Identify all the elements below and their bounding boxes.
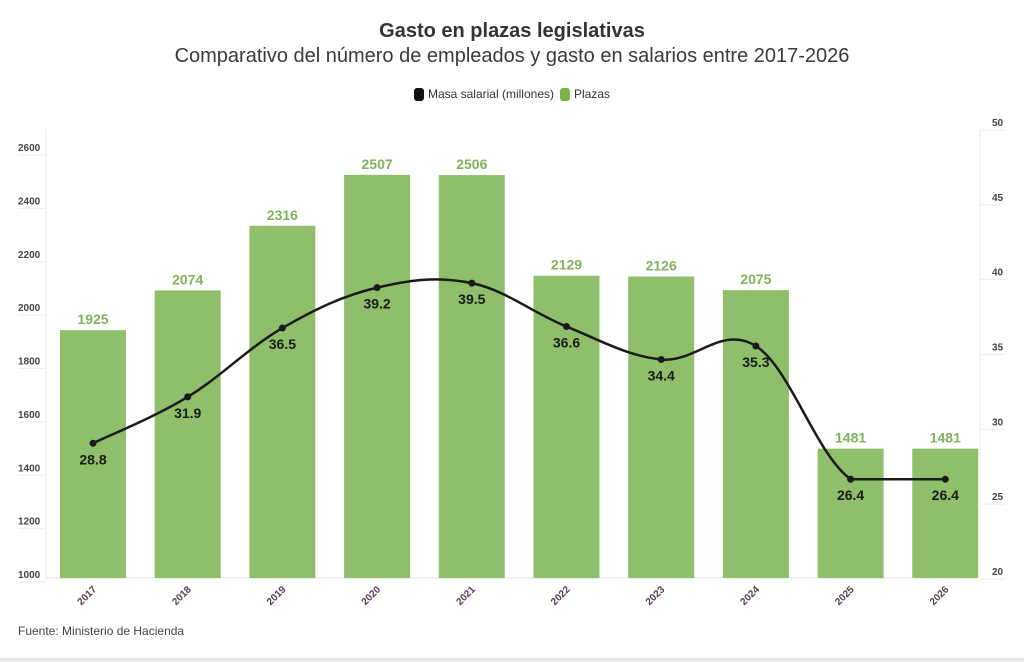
line-label-2018: 31.9 — [174, 405, 201, 421]
y-right-tick-label: 40 — [992, 268, 1004, 279]
x-tick-label: 2019 — [265, 584, 289, 608]
line-label-2017: 28.8 — [79, 451, 106, 467]
line-label-2024: 35.3 — [742, 354, 769, 370]
bar-2023 — [628, 276, 695, 578]
x-tick-label: 2021 — [454, 584, 478, 608]
y-left-tick-label: 1600 — [18, 410, 41, 421]
bar-label-2024: 2075 — [740, 271, 771, 287]
x-tick-label: 2018 — [170, 584, 194, 608]
y-left-tick-label: 1000 — [18, 570, 41, 581]
bar-2025 — [817, 448, 884, 578]
bar-label-2023: 2126 — [646, 257, 677, 273]
bar-2018 — [154, 290, 221, 578]
line-point-2021 — [468, 279, 476, 287]
legend-label-plazas: Plazas — [574, 87, 611, 101]
line-point-2020 — [373, 284, 381, 292]
bar-label-2025: 1481 — [835, 430, 866, 446]
y-left-tick-label: 1400 — [18, 463, 41, 474]
bar-label-2020: 2507 — [362, 156, 393, 172]
bar-label-2022: 2129 — [551, 257, 582, 273]
line-point-2022 — [563, 323, 570, 331]
line-label-2026: 26.4 — [932, 487, 959, 503]
y-right-tick-label: 35 — [992, 343, 1004, 354]
x-tick-label: 2023 — [644, 584, 668, 608]
line-label-2019: 36.5 — [269, 336, 296, 352]
bar-2022 — [533, 275, 600, 578]
bar-2020 — [344, 174, 411, 578]
y-left-tick-label: 1200 — [18, 517, 41, 528]
y-left-tick-label: 1800 — [18, 357, 41, 368]
bar-label-2019: 2316 — [267, 207, 298, 223]
line-label-2022: 36.6 — [553, 335, 580, 351]
line-point-2024 — [752, 342, 760, 350]
chart-title: Gasto en plazas legislativas — [379, 20, 645, 42]
line-point-2026 — [941, 475, 949, 483]
y-right-tick-label: 20 — [992, 567, 1004, 578]
y-left-tick-label: 2000 — [18, 303, 41, 314]
bar-2017 — [60, 330, 126, 578]
bar-label-2026: 1481 — [930, 430, 961, 446]
y-right-tick-label: 45 — [992, 193, 1004, 204]
y-left-tick-label: 2400 — [18, 196, 41, 207]
line-point-2017 — [89, 439, 97, 447]
line-point-2018 — [184, 393, 192, 401]
bar-2026 — [912, 448, 979, 578]
legend-item-masa-salarial[interactable]: Masa salarial (millones) — [413, 87, 554, 101]
y-right-tick-label: 25 — [992, 492, 1004, 503]
bar-label-2017: 1925 — [77, 311, 108, 327]
x-tick-label: 2017 — [76, 584, 100, 608]
legend-swatch-plazas — [560, 87, 570, 101]
source-note: Fuente: Ministerio de Hacienda — [18, 624, 185, 638]
legend-label-masa-salarial: Masa salarial (millones) — [427, 87, 554, 101]
x-tick-label: 2025 — [833, 584, 857, 608]
x-tick-label: 2024 — [739, 584, 763, 608]
bar-label-2021: 2506 — [456, 156, 487, 172]
line-point-2019 — [278, 324, 286, 332]
x-tick-label: 2026 — [928, 584, 952, 608]
line-label-2020: 39.2 — [363, 296, 390, 312]
x-tick-label: 2022 — [549, 584, 573, 608]
x-tick-label: 2020 — [360, 584, 384, 608]
legend-item-plazas[interactable]: Plazas — [560, 87, 610, 101]
chart-subtitle: Comparativo del número de empleados y ga… — [174, 45, 850, 67]
bar-label-2018: 2074 — [172, 271, 203, 287]
bar-2019 — [249, 225, 316, 579]
line-label-2021: 39.5 — [458, 291, 485, 307]
y-left-tick-label: 2600 — [18, 143, 41, 154]
legend: Masa salarial (millones) Plazas — [0, 87, 1024, 101]
line-masa-salarial — [92, 278, 946, 481]
line-label-2025: 26.4 — [837, 487, 864, 503]
line-point-2025 — [847, 475, 855, 483]
y-left-tick-label: 2200 — [18, 250, 41, 261]
bar-2021 — [438, 175, 505, 578]
y-right-tick-label: 50 — [992, 118, 1004, 129]
y-right-tick-label: 30 — [992, 417, 1004, 428]
legend-swatch-masa-salarial — [413, 87, 424, 101]
line-point-2023 — [657, 355, 665, 363]
bar-2024 — [722, 290, 789, 578]
bottom-divider — [0, 658, 1024, 662]
line-label-2023: 34.4 — [648, 367, 675, 383]
